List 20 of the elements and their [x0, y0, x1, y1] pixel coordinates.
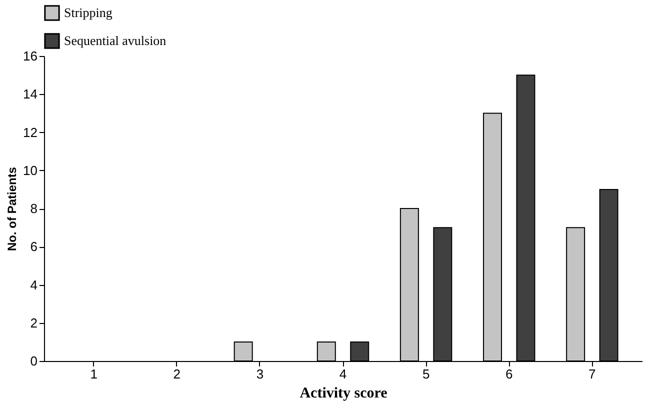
x-axis-title: Activity score	[300, 386, 388, 402]
x-tick-label: 3	[256, 366, 264, 382]
x-tick-label: 4	[339, 366, 347, 382]
x-tick-label: 7	[588, 366, 596, 382]
y-tick-label: 16	[23, 48, 38, 64]
x-tick-label: 1	[90, 366, 98, 382]
y-axis-title: No. of Patients	[5, 166, 20, 252]
y-tick-label: 10	[23, 162, 38, 178]
y-tick-label: 12	[23, 124, 38, 140]
y-tick-label: 2	[30, 315, 38, 330]
x-tick-label: 2	[173, 366, 181, 382]
y-tick-label: 0	[30, 354, 38, 368]
y-tick-label: 6	[30, 239, 38, 254]
legend-label: Stripping	[64, 5, 113, 20]
x-tick-label: 5	[422, 366, 430, 382]
y-tick-label: 4	[30, 277, 38, 292]
x-tick-label: 6	[505, 366, 513, 382]
y-tick-label: 8	[30, 201, 38, 216]
y-tick-label: 14	[23, 86, 38, 102]
legend-label: Sequential avulsion	[64, 33, 167, 48]
